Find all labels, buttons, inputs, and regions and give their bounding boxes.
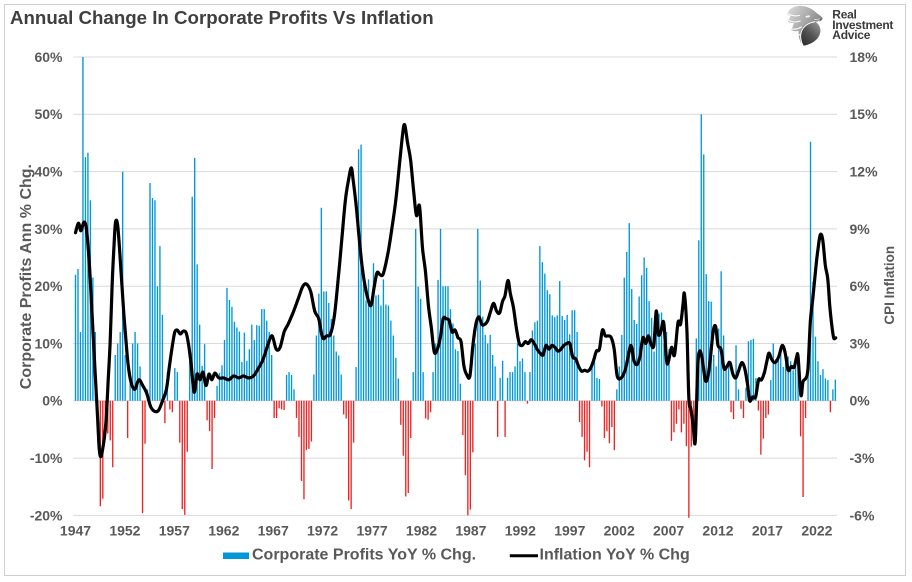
svg-text:-20%: -20% [30,507,63,523]
svg-text:1967: 1967 [258,523,289,539]
svg-text:12%: 12% [850,164,879,180]
svg-text:Corporate Profits Ann % Chg.: Corporate Profits Ann % Chg. [18,164,35,389]
svg-text:Real: Real [832,8,856,22]
svg-text:6%: 6% [850,278,871,294]
svg-text:1992: 1992 [505,523,536,539]
svg-text:-3%: -3% [850,450,875,466]
svg-text:1972: 1972 [307,523,338,539]
svg-text:2012: 2012 [702,523,733,539]
svg-text:60%: 60% [34,49,63,65]
svg-text:18%: 18% [850,49,879,65]
svg-text:40%: 40% [34,164,63,180]
svg-text:2017: 2017 [752,523,783,539]
svg-text:0%: 0% [850,393,871,409]
svg-text:3%: 3% [850,335,871,351]
svg-text:30%: 30% [34,221,63,237]
svg-text:1947: 1947 [60,523,91,539]
svg-text:2022: 2022 [801,523,832,539]
svg-text:1987: 1987 [455,523,486,539]
svg-text:15%: 15% [850,106,879,122]
svg-text:1982: 1982 [406,523,437,539]
svg-text:50%: 50% [34,106,63,122]
svg-text:CPI Inflation: CPI Inflation [882,246,897,325]
svg-text:1997: 1997 [554,523,585,539]
svg-text:20%: 20% [34,278,63,294]
svg-text:Corporate Profits YoY % Chg.: Corporate Profits YoY % Chg. [252,547,476,564]
svg-text:2007: 2007 [653,523,684,539]
svg-text:0%: 0% [42,393,63,409]
svg-text:9%: 9% [850,221,871,237]
svg-text:1952: 1952 [109,523,140,539]
svg-text:-6%: -6% [850,507,875,523]
svg-text:1957: 1957 [159,523,190,539]
svg-text:2002: 2002 [604,523,635,539]
svg-text:Investment: Investment [832,18,893,32]
svg-text:Annual Change In Corporate Pro: Annual Change In Corporate Profits Vs In… [10,7,434,28]
svg-text:Advice: Advice [832,28,870,42]
svg-text:10%: 10% [34,335,63,351]
svg-text:1962: 1962 [208,523,239,539]
svg-text:-10%: -10% [30,450,63,466]
svg-text:Inflation YoY % Chg: Inflation YoY % Chg [540,547,690,564]
svg-text:1977: 1977 [357,523,388,539]
